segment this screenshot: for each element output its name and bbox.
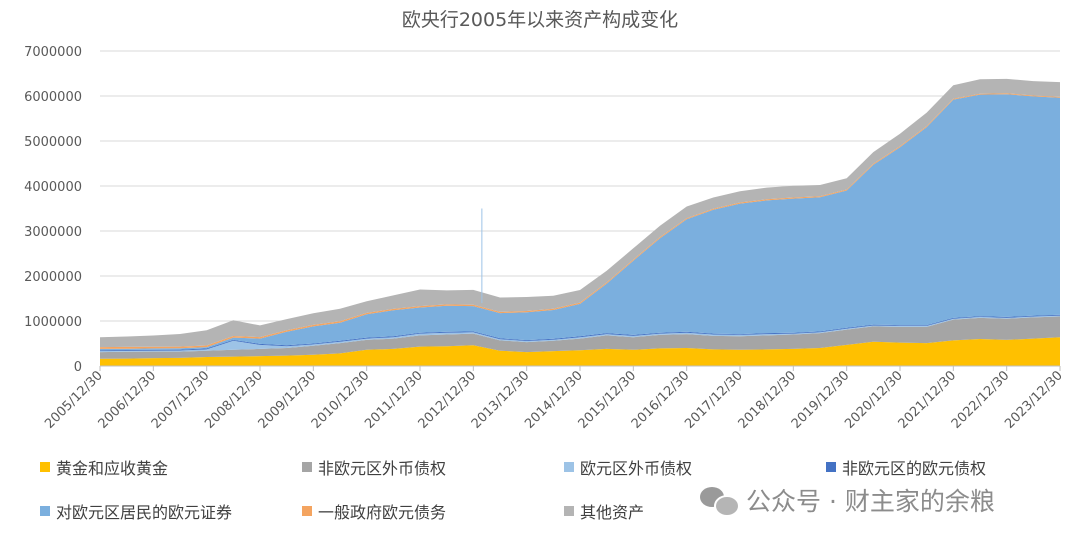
watermark: 公众号 · 财主家的余粮 — [700, 482, 995, 518]
y-tick-label: 1000000 — [24, 315, 82, 330]
legend-label: 对欧元区居民的欧元证券 — [56, 503, 233, 522]
area-其他资产 — [100, 78, 1060, 348]
legend-label: 一般政府欧元债务 — [318, 503, 447, 522]
area-欧元区外币债权 — [100, 315, 1060, 353]
legend-item: 黄金和应收黄金 — [40, 455, 168, 479]
y-tick-label: 7000000 — [24, 45, 82, 60]
legend-item: 非欧元区外币债权 — [302, 455, 446, 479]
wechat-icon — [700, 485, 740, 517]
legend-swatch — [826, 462, 836, 472]
legend-label: 欧元区外币债权 — [580, 459, 693, 478]
area-黄金和应收黄金 — [100, 337, 1060, 366]
legend-label: 非欧元区的欧元债权 — [842, 459, 987, 478]
legend-swatch — [564, 506, 574, 516]
y-tick-label: 4000000 — [24, 180, 82, 195]
y-tick-label: 6000000 — [24, 90, 82, 105]
legend-swatch — [302, 462, 312, 472]
legend-swatch — [564, 462, 574, 472]
legend-item: 对欧元区居民的欧元证券 — [40, 499, 232, 523]
legend-label: 其他资产 — [580, 503, 645, 522]
legend-swatch — [40, 506, 50, 516]
legend-label: 非欧元区外币债权 — [318, 459, 447, 478]
y-tick-label: 3000000 — [24, 225, 82, 240]
x-tick-label: 2023/12/30 — [1002, 368, 1066, 432]
legend-label: 黄金和应收黄金 — [56, 459, 169, 478]
watermark-text: 公众号 · 财主家的余粮 — [746, 487, 995, 516]
y-tick-label: 0 — [74, 360, 82, 375]
legend-item: 其他资产 — [564, 499, 644, 523]
legend-swatch — [40, 462, 50, 472]
chart-title: 欧央行2005年以来资产构成变化 — [402, 9, 678, 31]
y-tick-label: 5000000 — [24, 135, 82, 150]
y-tick-label: 2000000 — [24, 270, 82, 285]
legend-item: 欧元区外币债权 — [564, 455, 692, 479]
legend-item: 非欧元区的欧元债权 — [826, 455, 986, 479]
legend-swatch — [302, 506, 312, 516]
area-对欧元区居民的欧元证券 — [100, 94, 1060, 351]
area-series — [100, 78, 1060, 366]
area-非欧元区外币债权 — [100, 316, 1060, 359]
legend-item: 一般政府欧元债务 — [302, 499, 446, 523]
